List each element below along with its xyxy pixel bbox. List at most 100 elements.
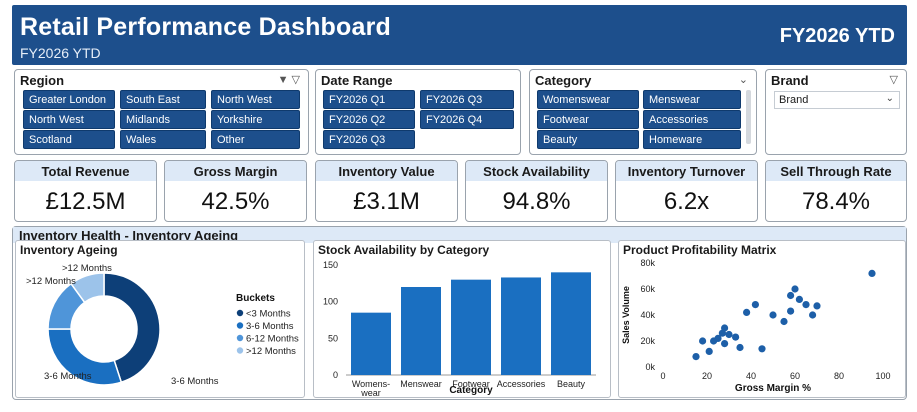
scatter-point	[751, 301, 759, 309]
category-option[interactable]: Footwear	[537, 110, 639, 129]
profitability-scatter-chart[interactable]: 0k 20k 40k 60k 80k 0 20 40 60 80 100 Gross Margin %…	[619, 241, 905, 397]
date-option[interactable]: FY2026 Q2	[323, 110, 415, 129]
scatter-point	[795, 295, 803, 303]
kpi-value: 6.2x	[663, 188, 710, 215]
kpi-card-stock-availability: Stock Availability 94.8%	[465, 160, 608, 222]
y-tick-label: 80k	[640, 258, 655, 268]
bar	[501, 277, 541, 375]
scatter-point	[732, 333, 740, 341]
slice-label: >12 Months	[62, 263, 112, 274]
region-option[interactable]: Scotland	[23, 130, 115, 149]
x-tick-label: 0	[660, 371, 665, 381]
scatter-point	[721, 340, 729, 348]
category-option[interactable]: Homeware	[643, 130, 741, 149]
date-option[interactable]: FY2026 Q4	[420, 110, 514, 129]
scatter-point	[692, 353, 700, 361]
category-option[interactable]: Accessories	[643, 110, 741, 129]
kpi-card-inventory-value: Inventory Value £3.1M	[315, 160, 458, 222]
region-option[interactable]: Other	[211, 130, 300, 149]
legend-marker	[236, 334, 244, 342]
chart-title: Product Profitability Matrix	[623, 243, 777, 257]
legend-label: >12 Months	[246, 346, 296, 357]
period-badge: FY2026 YTD	[779, 25, 895, 47]
date-option[interactable]: FY2026 Q1	[323, 90, 415, 109]
kpi-value: 94.8%	[502, 188, 571, 215]
x-tick-label: 80	[834, 371, 844, 381]
y-tick-label: 150	[323, 260, 338, 270]
region-option[interactable]: Midlands	[120, 110, 206, 129]
region-slicer[interactable]: Region ▼︎ ▽ Greater London South East No…	[14, 69, 309, 155]
legend-label: <3 Months	[246, 309, 291, 320]
chevron-down-icon[interactable]: ⌄	[738, 74, 748, 86]
stock-availability-bar-chart[interactable]: 0 50 100 150 Womens-wear Menswear Footwear Acce…	[314, 241, 610, 398]
y-tick-label: 40k	[640, 310, 655, 320]
scatter-point	[714, 334, 722, 342]
date-option[interactable]: FY2026 Q3	[323, 130, 415, 149]
filter-icon[interactable]: ▼︎ ▽	[277, 74, 300, 86]
page-subtitle: FY2026 YTD	[20, 45, 101, 61]
x-tick-label: Accessories	[497, 379, 546, 389]
category-slicer[interactable]: Category ⌄ Womenswear Menswear Footwear …	[529, 69, 757, 155]
x-tick-label: 20	[702, 371, 712, 381]
y-tick-label: 100	[323, 297, 338, 307]
y-tick-label: 20k	[640, 336, 655, 346]
region-option[interactable]: Yorkshire	[211, 110, 300, 129]
region-option[interactable]: Greater London	[23, 90, 115, 109]
date-range-slicer[interactable]: Date Range FY2026 Q1 FY2026 Q3 FY2026 Q2…	[315, 69, 521, 155]
x-tick-label: Beauty	[557, 379, 586, 389]
scatter-point	[787, 307, 795, 315]
bar	[451, 279, 491, 375]
bar	[551, 272, 591, 375]
y-tick-label: 60k	[640, 284, 655, 294]
profitability-matrix-panel[interactable]: Product Profitability Matrix 0k 20k 40k 60k…	[618, 240, 906, 398]
date-option[interactable]: FY2026 Q3	[420, 90, 514, 109]
scatter-point	[699, 337, 707, 345]
scatter-point	[787, 291, 795, 300]
category-slicer-title: Category	[535, 73, 592, 88]
region-option[interactable]: North West	[23, 110, 115, 129]
kpi-value: £3.1M	[353, 188, 420, 215]
x-tick-label: wear	[360, 388, 381, 397]
region-option[interactable]: North West	[211, 90, 300, 109]
brand-slicer-title: Brand	[771, 73, 809, 88]
scatter-point	[813, 302, 821, 310]
brand-dropdown[interactable]: Brand ⌄	[774, 91, 900, 109]
scatter-point	[868, 269, 876, 277]
filter-icon[interactable]: ▽	[889, 74, 898, 86]
x-axis-title: Category	[449, 385, 493, 396]
donut-slice	[103, 272, 161, 384]
legend-label: 3-6 Months	[246, 321, 294, 332]
slice-label: 3-6 Months	[44, 371, 92, 382]
scatter-point	[725, 330, 733, 339]
kpi-label: Inventory Value	[316, 161, 457, 181]
inventory-ageing-panel[interactable]: Inventory Ageing >12 Months >12 Months 3-6…	[15, 240, 305, 398]
region-option[interactable]: South East	[120, 90, 206, 109]
category-option[interactable]: Womenswear	[537, 90, 639, 109]
x-axis-title: Gross Margin %	[735, 383, 811, 394]
y-axis-title: Sales Volume	[621, 286, 631, 344]
legend-marker	[236, 309, 244, 317]
y-tick-label: 50	[328, 333, 338, 343]
section-title: Inventory Health - Inventory Ageing	[13, 227, 906, 243]
kpi-label: Total Revenue	[15, 161, 156, 181]
region-option[interactable]: Wales	[120, 130, 206, 149]
category-scrollbar[interactable]	[746, 90, 751, 144]
chart-title: Inventory Ageing	[20, 243, 118, 257]
scatter-point	[769, 311, 777, 319]
brand-slicer[interactable]: Brand ▽ Brand ⌄	[765, 69, 907, 155]
stock-availability-panel[interactable]: Stock Availability by Category 0 50 100 150…	[313, 240, 611, 398]
y-tick-label: 0k	[645, 362, 655, 372]
category-option[interactable]: Menswear	[643, 90, 741, 109]
category-option[interactable]: Beauty	[537, 130, 639, 149]
kpi-card-inventory-turnover: Inventory Turnover 6.2x	[615, 160, 758, 222]
inventory-ageing-donut[interactable]: >12 Months >12 Months 3-6 Months 3-6 Months…	[16, 241, 304, 397]
x-tick-label: 60	[790, 371, 800, 381]
scatter-point	[705, 347, 713, 355]
chevron-down-icon: ⌄	[885, 93, 894, 104]
kpi-label: Inventory Turnover	[616, 161, 757, 181]
scatter-point	[780, 317, 788, 326]
legend-marker	[236, 322, 244, 329]
kpi-value: £12.5M	[45, 188, 126, 215]
kpi-label: Gross Margin	[165, 161, 306, 181]
kpi-value: 42.5%	[201, 188, 270, 215]
